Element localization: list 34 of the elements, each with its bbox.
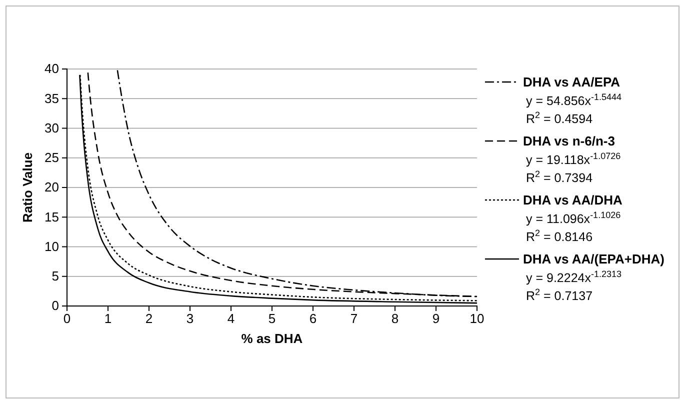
y-tick-label: 25 [44,150,59,166]
legend-label: DHA vs AA/DHA [523,192,624,208]
x-tick-label: 3 [186,311,194,326]
x-tick-label: 1 [104,311,112,326]
x-tick-label: 9 [432,311,440,326]
y-tick-label: 15 [44,209,59,224]
y-tick-label: 30 [44,120,59,136]
x-tick-label: 4 [227,311,235,326]
text: R$^{2}$ = 0.7394 [526,169,593,185]
y-tick-label: 40 [44,61,59,76]
y-axis-title: Ratio Value [20,152,35,223]
y-tick-label: 10 [44,238,59,254]
text: y = 19.118x$^{-1.0726}$ [526,151,621,167]
x-tick-label: 10 [470,311,484,326]
text: y = 54.856x$^{-1.5444}$ [526,92,622,108]
x-tick-label: 6 [309,311,317,326]
x-axis-title: % as DHA [241,331,304,346]
text: y = 9.2224x$^{-1.2313}$ [526,269,622,285]
y-tick-label: 35 [44,90,59,106]
x-tick-label: 0 [63,311,71,326]
x-tick-label: 7 [350,311,358,326]
y-tick-label: 0 [52,298,59,314]
text: R$^{2}$ = 0.4594 [526,110,593,126]
text: y = 11.096x$^{-1.1026}$ [526,210,621,226]
legend-label: DHA vs AA/(EPA+DHA) [523,252,664,266]
x-tick-label: 2 [145,311,153,326]
x-tick-label: 8 [391,311,399,326]
legend-label: DHA vs AA/EPA [523,74,621,90]
text: R$^{2}$ = 0.8146 [526,228,593,244]
legend-label: DHA vs n-6/n-3 [523,134,615,148]
y-tick-label: 5 [52,268,59,284]
y-tick-label: 20 [44,180,59,195]
x-tick-label: 5 [268,311,276,326]
text: R$^{2}$ = 0.7137 [526,287,593,303]
